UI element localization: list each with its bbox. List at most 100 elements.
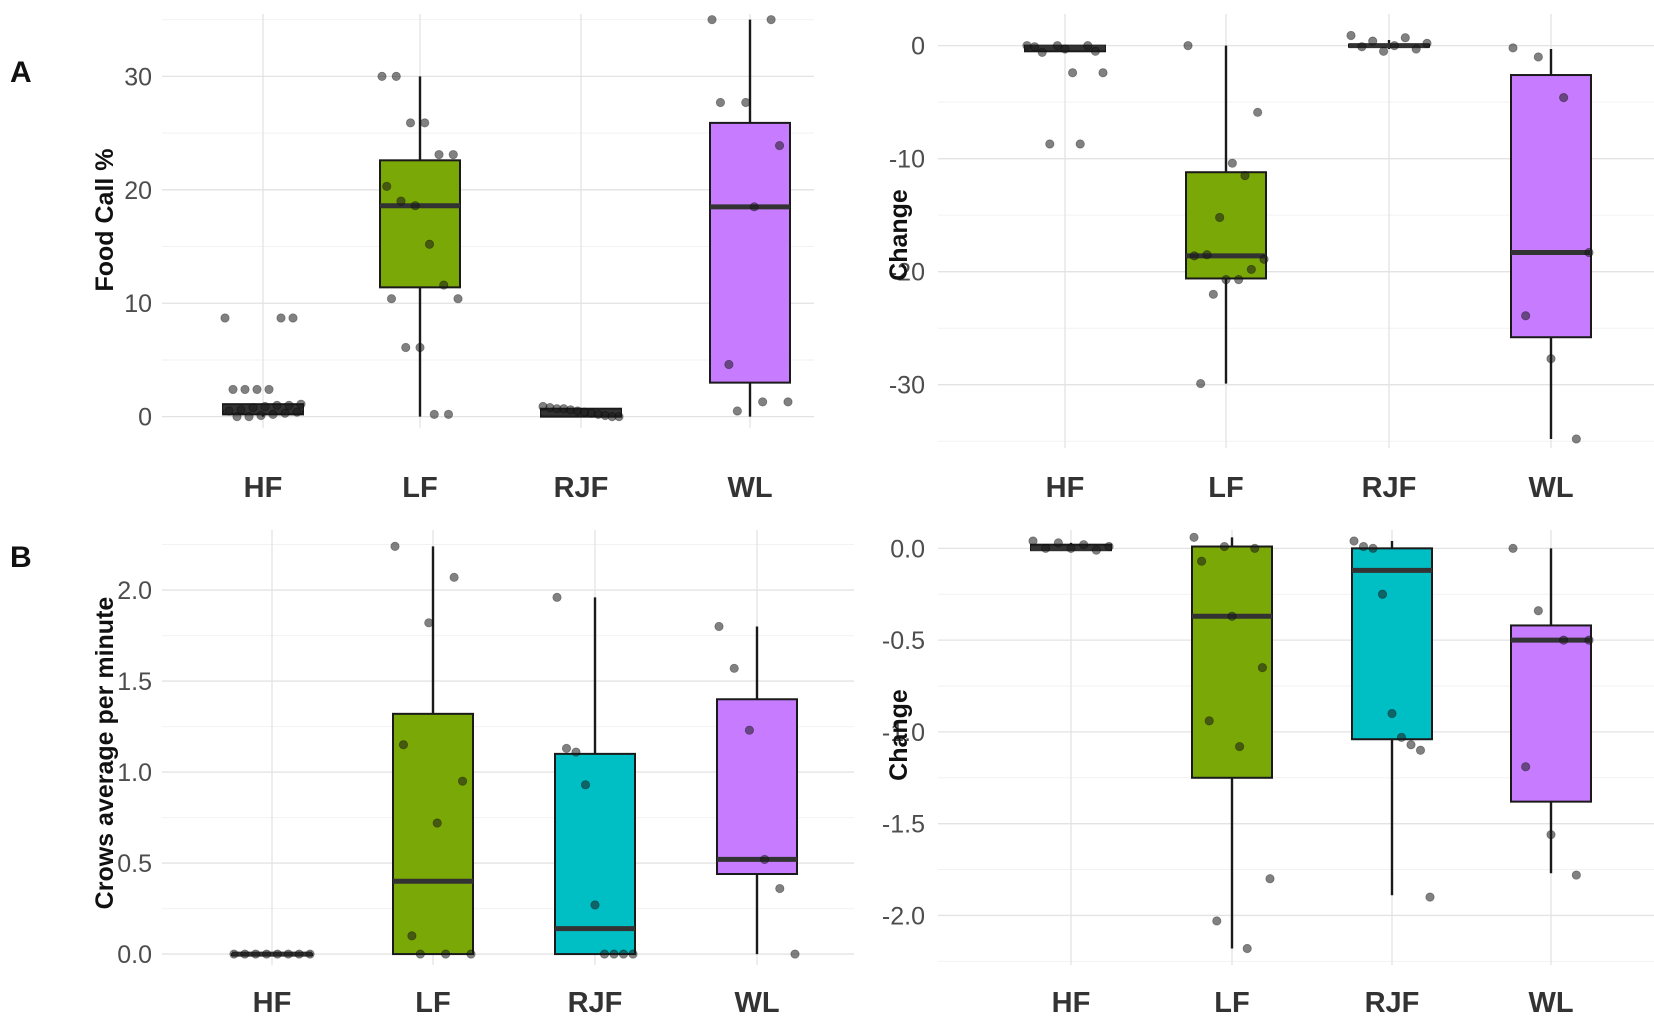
data-point (1521, 311, 1531, 321)
crows-change-plot: 0.0 -0.5 -1.0 -1.5 -2.0 HF LF RJF WL Change (882, 530, 1654, 1019)
data-point (758, 397, 768, 407)
box-wl (714, 621, 800, 959)
x-tick-label-hf: HF (1046, 472, 1085, 504)
data-point (1346, 30, 1356, 41)
data-point (284, 400, 294, 410)
data-point (1045, 139, 1055, 149)
data-point (1358, 541, 1369, 552)
data-point (766, 15, 776, 25)
data-point (1259, 254, 1269, 264)
data-point (552, 592, 562, 602)
data-point (457, 776, 468, 786)
data-point (466, 949, 476, 959)
x-tick-label-lf: LF (402, 472, 437, 504)
x-tick-label-rjf: RJF (568, 987, 623, 1019)
data-point (1584, 247, 1594, 258)
data-point (391, 71, 401, 81)
data-point (264, 384, 274, 395)
data-point (1411, 44, 1421, 54)
data-point (1235, 741, 1245, 752)
data-point (614, 412, 624, 422)
data-point (790, 949, 800, 959)
data-point (296, 399, 306, 409)
y-axis-label: Change (885, 189, 913, 281)
data-point (571, 747, 581, 757)
box-body (379, 159, 461, 289)
y-tick-label: 30 (124, 63, 152, 91)
data-point (1508, 543, 1518, 553)
data-point (715, 97, 726, 108)
data-point (232, 412, 242, 422)
panel-label-a: A (10, 56, 32, 89)
data-point (1584, 635, 1594, 645)
data-point (228, 384, 238, 395)
data-point (1389, 41, 1400, 51)
data-point (1208, 289, 1218, 299)
box-rjf (1346, 30, 1432, 56)
y-axis-label: Change (885, 689, 913, 781)
data-point (283, 949, 293, 959)
x-tick-label-hf: HF (1052, 987, 1091, 1019)
box-lf (390, 541, 476, 959)
data-point (1242, 943, 1252, 954)
y-tick-label: -2.0 (882, 902, 925, 930)
data-point (1060, 44, 1070, 54)
data-point (251, 949, 261, 959)
box-wl (1508, 543, 1594, 880)
data-point (441, 949, 451, 959)
y-tick-label: 1.5 (117, 668, 152, 696)
data-point (424, 618, 434, 628)
data-point (774, 140, 785, 151)
box-rjf (1349, 536, 1435, 902)
data-point (288, 313, 298, 323)
x-tick-label-wl: WL (1528, 987, 1573, 1019)
data-point (377, 71, 387, 81)
data-point (1227, 158, 1237, 168)
y-tick-label: 0.0 (890, 535, 925, 563)
data-point (244, 412, 254, 422)
data-point (1221, 274, 1231, 285)
data-point (396, 196, 406, 206)
data-point (432, 818, 442, 828)
x-tick-label-rjf: RJF (1365, 987, 1420, 1019)
data-point (599, 949, 610, 959)
data-point (1090, 46, 1101, 56)
food-call-plot: 0 10 20 30 HF LF RJF WL Food Call % (91, 14, 814, 504)
y-tick-label: 0.0 (117, 941, 152, 969)
y-tick-label: -10 (889, 146, 925, 174)
data-point (1075, 139, 1085, 149)
data-point (1425, 892, 1435, 902)
box-body (554, 752, 636, 956)
data-point (1415, 745, 1426, 755)
y-tick-label: 0.5 (117, 850, 152, 878)
data-point (1546, 354, 1556, 364)
data-point (1196, 378, 1206, 389)
data-point (1066, 543, 1076, 553)
data-point (248, 402, 258, 413)
box-wl (707, 15, 793, 417)
data-point (448, 150, 458, 160)
y-tick-label: -1.0 (882, 719, 925, 747)
data-point (401, 342, 411, 353)
data-point (1400, 33, 1410, 43)
data-point (1189, 251, 1199, 261)
data-point (1559, 635, 1569, 645)
data-point (1406, 740, 1416, 750)
data-point (294, 949, 304, 959)
y-tick-label: 0 (138, 404, 152, 432)
box-wl (1508, 43, 1594, 444)
box-body (716, 698, 798, 875)
data-point (1377, 589, 1388, 599)
data-point (1265, 874, 1275, 884)
data-point (1028, 536, 1038, 546)
data-point (292, 407, 302, 417)
data-point (1030, 42, 1040, 52)
box-body (1191, 545, 1273, 779)
box-rjf (538, 401, 624, 422)
data-point (1098, 68, 1108, 78)
panel-label-b: B (10, 541, 32, 574)
data-point (714, 621, 724, 632)
data-point (415, 949, 425, 959)
data-point (1022, 41, 1032, 51)
data-point (405, 118, 416, 128)
